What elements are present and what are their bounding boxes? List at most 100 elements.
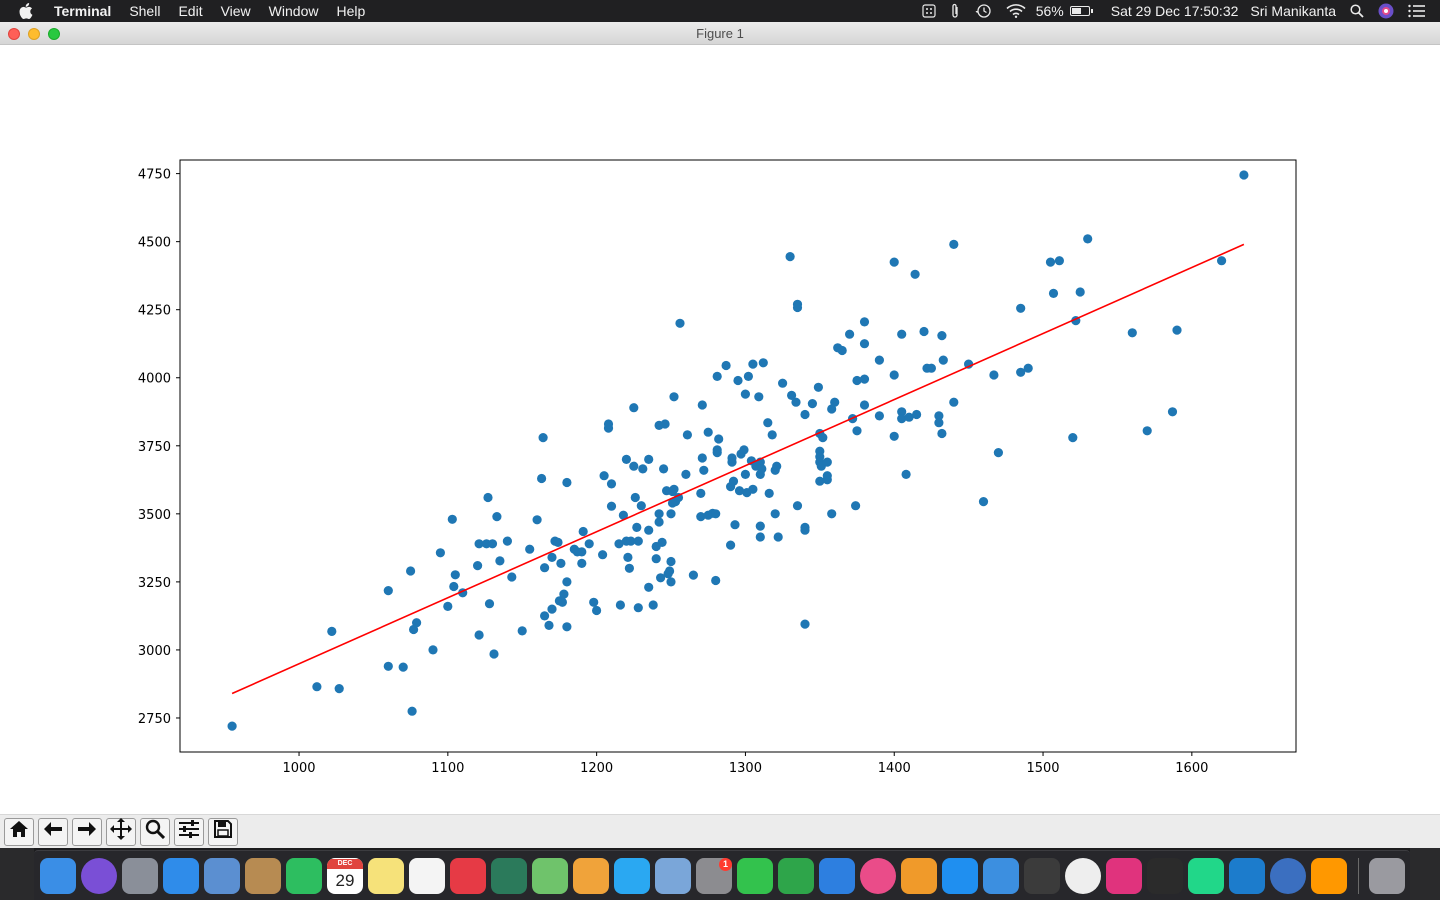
data-point xyxy=(492,512,502,522)
mail-stamp-icon[interactable] xyxy=(204,857,240,894)
flux-icon[interactable] xyxy=(1024,857,1060,894)
menu-edit[interactable]: Edit xyxy=(178,3,203,19)
data-point xyxy=(699,465,709,475)
data-point xyxy=(730,520,740,530)
data-point xyxy=(926,363,937,373)
forward-button[interactable] xyxy=(72,817,102,846)
user-name[interactable]: Sri Manikanta xyxy=(1250,3,1336,19)
finder-icon[interactable] xyxy=(40,857,76,900)
scatter-plot[interactable]: 1000 1100 1200 1300 1400 1500 1600 2750 3000 325… xyxy=(0,45,1440,814)
data-point xyxy=(450,570,460,580)
menu-view[interactable]: View xyxy=(220,3,251,19)
figure-canvas[interactable]: 1000 1100 1200 1300 1400 1500 1600 2750 3000 325… xyxy=(0,45,1440,814)
data-point xyxy=(473,561,483,571)
x-tick-label: 1400 xyxy=(878,761,911,776)
data-point xyxy=(553,537,563,547)
contacts-icon[interactable] xyxy=(245,857,281,894)
time-machine-icon[interactable] xyxy=(974,3,992,19)
data-point xyxy=(666,577,676,587)
xcode-icon[interactable] xyxy=(983,857,1019,894)
paperclip-icon[interactable] xyxy=(950,3,960,19)
intellij-icon[interactable] xyxy=(1106,857,1142,894)
data-point xyxy=(822,471,832,481)
wifi-icon[interactable] xyxy=(1006,4,1026,18)
terminal-icon[interactable] xyxy=(1147,857,1183,900)
figure-window: Figure 1 1000 1100 1200 1300 1400 1500 1600 27… xyxy=(0,22,1440,848)
back-button[interactable] xyxy=(38,817,68,846)
shield-icon[interactable] xyxy=(491,857,527,894)
data-point xyxy=(633,536,643,546)
siri-icon[interactable] xyxy=(1378,3,1394,19)
safari-icon[interactable] xyxy=(163,857,199,894)
battery-icon[interactable] xyxy=(1069,6,1093,16)
facetime-icon[interactable] xyxy=(737,857,773,894)
menu-window[interactable]: Window xyxy=(268,3,319,19)
vscode-icon[interactable] xyxy=(1229,857,1265,894)
launchpad-icon[interactable] xyxy=(122,857,158,894)
notes-icon[interactable] xyxy=(368,857,404,894)
back-arrow-icon xyxy=(43,821,63,842)
itunes-icon[interactable] xyxy=(860,857,896,894)
messages-icon[interactable] xyxy=(614,857,650,894)
data-point xyxy=(577,547,587,557)
data-point xyxy=(447,514,457,524)
data-point xyxy=(603,419,614,429)
menu-app-name[interactable]: Terminal xyxy=(54,3,112,19)
pycharm-icon[interactable] xyxy=(1188,857,1224,894)
x-tick-label: 1100 xyxy=(431,761,464,776)
evernote-icon[interactable] xyxy=(286,857,322,894)
home-button[interactable] xyxy=(4,817,34,846)
keynote-icon[interactable] xyxy=(819,857,855,894)
notification-center-icon[interactable] xyxy=(1408,4,1426,18)
app-store-icon[interactable] xyxy=(942,857,978,894)
data-point xyxy=(644,525,654,535)
chrome-icon[interactable] xyxy=(1065,857,1101,900)
close-button[interactable] xyxy=(8,28,20,40)
data-point xyxy=(792,501,803,511)
data-point xyxy=(559,589,569,599)
data-point xyxy=(656,573,666,583)
books-icon[interactable] xyxy=(901,857,937,894)
calendar-icon[interactable]: DEC 29 xyxy=(327,857,363,894)
y-tick-label: 3250 xyxy=(138,576,171,591)
menu-shell[interactable]: Shell xyxy=(129,3,161,19)
save-button[interactable] xyxy=(208,817,238,846)
pocket-icon[interactable] xyxy=(450,857,486,894)
menu-help[interactable]: Help xyxy=(336,3,366,19)
clock[interactable]: Sat 29 Dec 17:50:32 xyxy=(1110,3,1239,19)
configure-subplots-button[interactable] xyxy=(174,817,204,846)
trash-icon[interactable] xyxy=(1369,857,1405,900)
x-tick-label: 1000 xyxy=(282,761,315,776)
title-bar[interactable]: Figure 1 xyxy=(0,22,1440,45)
data-point xyxy=(621,454,632,464)
data-point xyxy=(901,469,911,479)
numbers-icon[interactable] xyxy=(778,857,814,894)
data-point xyxy=(657,537,667,547)
data-point xyxy=(897,407,907,417)
grid-status-icon[interactable] xyxy=(922,4,936,18)
data-point xyxy=(666,509,676,519)
data-point xyxy=(978,497,989,507)
reminders-icon[interactable] xyxy=(409,857,445,894)
data-point xyxy=(547,604,557,614)
maps-icon[interactable] xyxy=(532,857,568,894)
apple-icon[interactable] xyxy=(19,3,37,19)
data-point xyxy=(517,626,527,636)
sublime-icon[interactable] xyxy=(1311,857,1347,894)
system-preferences-icon[interactable]: 1 xyxy=(696,857,732,894)
photos-icon[interactable] xyxy=(573,857,609,894)
minimize-button[interactable] xyxy=(28,28,40,40)
maximize-button[interactable] xyxy=(48,28,60,40)
preview-icon[interactable] xyxy=(655,857,691,894)
data-point xyxy=(556,558,566,569)
pan-button[interactable] xyxy=(106,817,136,846)
zoom-button[interactable] xyxy=(140,817,170,846)
siri-icon[interactable] xyxy=(81,857,117,894)
r-icon[interactable] xyxy=(1270,857,1306,894)
data-point xyxy=(669,392,679,402)
spotlight-icon[interactable] xyxy=(1350,4,1364,18)
y-axis: 2750 3000 3250 3500 3750 4000 4250 4500 4750 xyxy=(138,168,180,727)
data-point xyxy=(1045,257,1056,267)
data-point xyxy=(412,618,422,628)
data-point xyxy=(770,509,780,519)
